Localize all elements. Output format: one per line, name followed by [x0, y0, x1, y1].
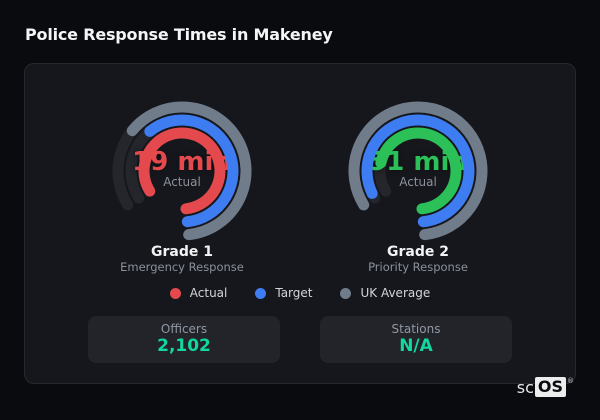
legend-label: UK Average [360, 286, 431, 300]
gauge-arcs [126, 101, 252, 241]
dashboard-panel: 19 min Actual Grade 1 Emergency Response… [24, 63, 576, 384]
gauge-section-grade-1: 19 min Actual Grade 1 Emergency Response [64, 91, 300, 274]
gauge-sublabel: Actual [163, 175, 201, 189]
grade-block: Grade 1 Emergency Response [120, 244, 244, 274]
stat-card-stations: Stations N/A [320, 316, 512, 363]
stat-value: 2,102 [157, 336, 211, 356]
legend-label: Target [275, 286, 313, 300]
stat-label: Stations [391, 322, 441, 336]
scos-logo: sc OS ® [517, 377, 574, 398]
legend-dot-actual [169, 287, 181, 299]
legend-item-actual[interactable]: Actual [169, 286, 228, 300]
gauge-subtitle: Emergency Response [120, 260, 244, 274]
stats-row: Officers 2,102 Stations N/A [25, 316, 575, 363]
gauge-section-grade-2: 51 min Actual Grade 2 Priority Response [300, 91, 536, 274]
gauge-sublabel: Actual [399, 175, 437, 189]
grade-block: Grade 2 Priority Response [368, 244, 468, 274]
gauge-title: Grade 1 [151, 244, 213, 260]
gauge-chart-grade-2: 51 min Actual [348, 101, 488, 241]
gauges-row: 19 min Actual Grade 1 Emergency Response… [25, 91, 575, 274]
brand-prefix: sc [516, 378, 534, 397]
legend-dot-uk-average [340, 287, 352, 299]
page-title: Police Response Times in Makeney [25, 25, 333, 44]
stat-label: Officers [160, 322, 208, 336]
legend: Actual Target UK Average [25, 286, 575, 300]
gauge-subtitle: Priority Response [368, 260, 468, 274]
gauge-arcs [348, 101, 488, 241]
gauge-chart-grade-1: 19 min Actual [112, 101, 252, 241]
legend-label: Actual [189, 286, 228, 300]
legend-item-uk-average[interactable]: UK Average [340, 286, 430, 300]
legend-dot-target [255, 287, 267, 299]
stat-card-officers: Officers 2,102 [88, 316, 280, 363]
registered-trademark-icon: ® [567, 377, 574, 385]
brand-box: OS [534, 377, 566, 397]
gauge-title: Grade 2 [387, 244, 449, 260]
stat-value: N/A [399, 336, 433, 356]
legend-item-target[interactable]: Target [255, 286, 312, 300]
